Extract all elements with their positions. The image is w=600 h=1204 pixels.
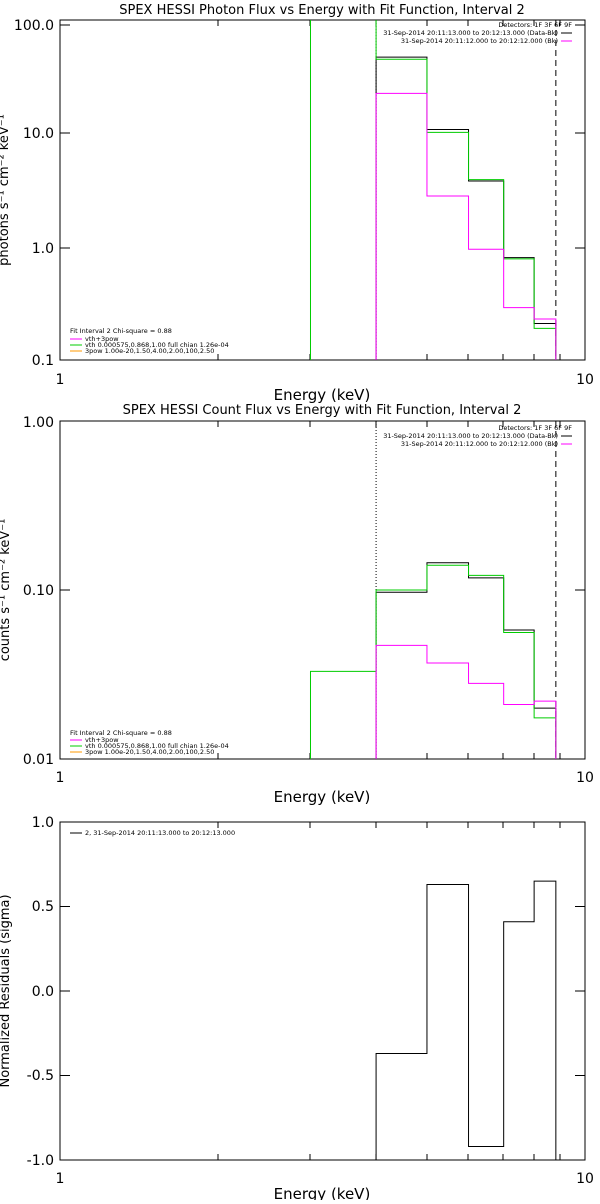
count-flux-ytick-label: 1.00 [23, 415, 54, 431]
photon-flux-ytick-label: 10.0 [23, 126, 54, 142]
residuals-plot-frame [59, 821, 586, 1161]
residuals-xtick-label: 1 [56, 1171, 65, 1187]
photon-flux-legend-label: vth 0.000575,0.868,1.00 full chian 1.26e… [85, 341, 229, 349]
count-flux-panel: SPEX HESSI Count Flux vs Energy with Fit… [0, 403, 594, 806]
photon-flux-legend: Fit Interval 2 Chi-square = 0.88 vth+3po… [70, 327, 229, 355]
residuals-xlabel: Energy (keV) [274, 1185, 371, 1200]
count-flux-ylabel: counts s⁻¹ cm⁻² keV⁻¹ [0, 519, 13, 662]
count-flux-series-group [309, 421, 557, 759]
residuals-series-0-step-line [375, 880, 557, 1160]
photon-flux-legend-label: 3pow 1.00e-20,1.50,4.00,2.00,100,2.50 [85, 347, 214, 355]
count-flux-header: Detectors: 1F 3F 6F 9F 31-Sep-2014 20:11… [383, 424, 572, 448]
photon-flux-ytick-label: 1.0 [32, 241, 54, 257]
photon-flux-series-1-step-line [309, 20, 557, 360]
count-flux-series-0-step-line [375, 562, 557, 759]
count-flux-tick-marks [60, 421, 585, 759]
photon-flux-ytick-label: 0.1 [32, 353, 54, 369]
photon-flux-legend-title: Fit Interval 2 Chi-square = 0.88 [70, 327, 172, 335]
photon-flux-panel: SPEX HESSI Photon Flux vs Energy with Fi… [0, 3, 594, 404]
count-flux-ytick-label: 0.10 [23, 583, 54, 599]
count-flux-xlabel: Energy (keV) [274, 788, 371, 806]
count-flux-title: SPEX HESSI Count Flux vs Energy with Fit… [123, 403, 522, 418]
photon-flux-ytick-label: 100.0 [14, 18, 54, 34]
count-flux-xtick-label: 10 [576, 770, 594, 786]
photon-flux-legend-label: vth+3pow [85, 335, 119, 343]
residuals-ytick-label: 1.0 [32, 815, 54, 831]
photon-flux-title: SPEX HESSI Photon Flux vs Energy with Fi… [119, 3, 525, 18]
count-flux-legend: Fit Interval 2 Chi-square = 0.88 vth+3po… [70, 729, 229, 756]
photon-flux-header-line1: 31-Sep-2014 20:11:13.000 to 20:12:13.000… [383, 29, 558, 37]
residuals-ytick-label: 0.5 [32, 899, 54, 915]
residuals-ytick-label: 0.0 [32, 984, 54, 1000]
photon-flux-xlabel: Energy (keV) [274, 386, 371, 404]
count-flux-legend-label: vth+3pow [85, 736, 119, 744]
count-flux-series-1-step-line [309, 564, 557, 759]
photon-flux-header-line2: 31-Sep-2014 20:11:12.000 to 20:12:12.000… [401, 37, 558, 45]
photon-flux-xtick-label: 10 [576, 372, 594, 388]
photon-flux-series-2-step-line [375, 92, 557, 360]
count-flux-xtick-label: 1 [56, 770, 65, 786]
count-flux-series-2-step-line [375, 644, 557, 759]
count-flux-legend-title: Fit Interval 2 Chi-square = 0.88 [70, 729, 172, 737]
residuals-tick-marks [60, 822, 585, 1160]
count-flux-header-line1: 31-Sep-2014 20:11:13.000 to 20:12:13.000… [383, 432, 558, 440]
count-flux-ytick-label: 0.01 [23, 752, 54, 768]
residuals-legend-label: 2, 31-Sep-2014 20:11:13.000 to 20:12:13.… [85, 829, 235, 837]
residuals-ylabel: Normalized Residuals (sigma) [0, 894, 13, 1087]
photon-flux-detectors-text: Detectors: 1F 3F 6F 9F [498, 21, 572, 29]
photon-flux-ylabel: photons s⁻¹ cm⁻² keV⁻¹ [0, 114, 12, 266]
count-flux-detectors-text: Detectors: 1F 3F 6F 9F [498, 424, 572, 432]
count-flux-plot-frame [59, 420, 586, 760]
photon-flux-xtick-label: 1 [56, 372, 65, 388]
residuals-ytick-label: -0.5 [27, 1068, 54, 1084]
photon-flux-series-group [309, 20, 557, 360]
photon-flux-tick-marks [60, 20, 585, 360]
residuals-series-group [375, 880, 557, 1160]
photon-flux-header: Detectors: 1F 3F 6F 9F 31-Sep-2014 20:11… [383, 21, 572, 45]
photon-flux-plot-frame [59, 19, 586, 361]
photon-flux-series-0-step-line [375, 56, 557, 360]
count-flux-legend-label: 3pow 1.00e-20,1.50,4.00,2.00,100,2.50 [85, 748, 214, 756]
residuals-legend: 2, 31-Sep-2014 20:11:13.000 to 20:12:13.… [70, 829, 235, 837]
residuals-panel: 1.0 0.5 0.0 -0.5 -1.0 1 10 Energy (keV) … [0, 815, 594, 1203]
residuals-xtick-label: 10 [576, 1171, 594, 1187]
residuals-ytick-label: -1.0 [27, 1153, 54, 1169]
count-flux-legend-label: vth 0.000575,0.868,1.00 full chian 1.26e… [85, 742, 229, 750]
count-flux-header-line2: 31-Sep-2014 20:11:12.000 to 20:12:12.000… [401, 440, 558, 448]
